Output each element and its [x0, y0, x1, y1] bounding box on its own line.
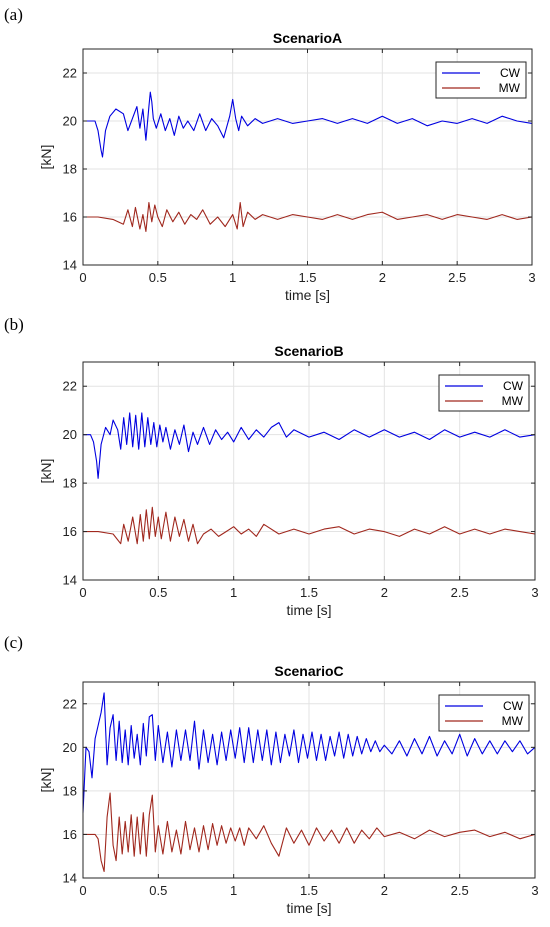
x-axis-label: time [s]	[286, 602, 331, 618]
chart-panel-1: (a) 0 0.5 1 1.5 2 2.5 3 14 16 18 20 22 ScenarioA time …	[4, 5, 536, 303]
y-axis-label: [kN]	[38, 459, 54, 484]
y-tick-label: 16	[63, 210, 77, 225]
x-tick-label: 2.5	[448, 270, 466, 285]
x-tick-label: 1.5	[300, 883, 318, 898]
y-tick-label: 18	[63, 783, 77, 798]
series-line-cw	[83, 91, 533, 158]
y-tick-label: 18	[63, 476, 77, 491]
x-tick-label: 3	[528, 270, 535, 285]
x-tick-label: 2	[381, 883, 388, 898]
y-tick-label: 16	[63, 524, 77, 539]
y-axis-label: [kN]	[38, 768, 54, 793]
panel-label: (a)	[4, 5, 23, 24]
y-tick-label: 14	[63, 871, 77, 886]
x-tick-label: 1	[230, 585, 237, 600]
x-tick-label: 0	[79, 270, 86, 285]
x-tick-label: 2	[381, 585, 388, 600]
x-tick-label: 3	[531, 883, 538, 898]
x-axis-label: time [s]	[286, 900, 331, 916]
x-tick-label: 1.5	[298, 270, 316, 285]
legend-box	[435, 61, 527, 99]
x-tick-label: 1	[230, 883, 237, 898]
x-tick-label: 0.5	[149, 270, 167, 285]
x-tick-label: 2.5	[451, 883, 469, 898]
y-tick-label: 20	[63, 740, 77, 755]
x-axis-label: time [s]	[285, 287, 330, 303]
y-tick-label: 22	[63, 696, 77, 711]
x-tick-label: 0	[79, 585, 86, 600]
series-line-mw	[83, 792, 536, 873]
y-tick-label: 20	[63, 114, 77, 129]
y-axis-label: [kN]	[38, 145, 54, 170]
x-tick-label: 2	[379, 270, 386, 285]
x-tick-label: 0	[79, 883, 86, 898]
x-tick-label: 2.5	[451, 585, 469, 600]
series-line-mw	[83, 506, 536, 545]
legend-label-mw: MW	[499, 81, 521, 95]
y-tick-label: 14	[63, 258, 77, 273]
chart-panel-2: (b) 0 0.5 1 1.5 2 2.5 3 14 16 18 20 22 ScenarioB time …	[4, 315, 539, 618]
panel-label: (b)	[4, 315, 24, 334]
panel-label: (c)	[4, 633, 23, 652]
y-tick-label: 16	[63, 827, 77, 842]
legend-label-cw: CW	[503, 699, 524, 713]
legend-label-cw: CW	[500, 66, 521, 80]
y-tick-label: 14	[63, 573, 77, 588]
legend-box	[438, 694, 530, 732]
x-tick-label: 1.5	[300, 585, 318, 600]
x-tick-label: 3	[531, 585, 538, 600]
y-tick-label: 20	[63, 427, 77, 442]
series-line-mw	[83, 202, 533, 232]
legend-label-mw: MW	[502, 394, 524, 408]
y-tick-label: 22	[63, 379, 77, 394]
legend-label-cw: CW	[503, 379, 524, 393]
chart-title: ScenarioA	[273, 30, 342, 46]
chart-panel-3: (c) 0 0.5 1 1.5 2 2.5 3 14 16 18 20 22 ScenarioC time …	[4, 633, 539, 916]
x-tick-label: 0.5	[149, 883, 167, 898]
x-tick-label: 0.5	[149, 585, 167, 600]
series-line-cw	[83, 412, 536, 479]
legend-box	[438, 374, 530, 412]
series-line-cw	[82, 692, 536, 813]
legend-label-mw: MW	[502, 714, 524, 728]
y-tick-label: 22	[63, 66, 77, 81]
y-tick-label: 18	[63, 162, 77, 177]
x-tick-label: 1	[229, 270, 236, 285]
chart-title: ScenarioB	[274, 343, 343, 359]
chart-title: ScenarioC	[274, 663, 343, 679]
